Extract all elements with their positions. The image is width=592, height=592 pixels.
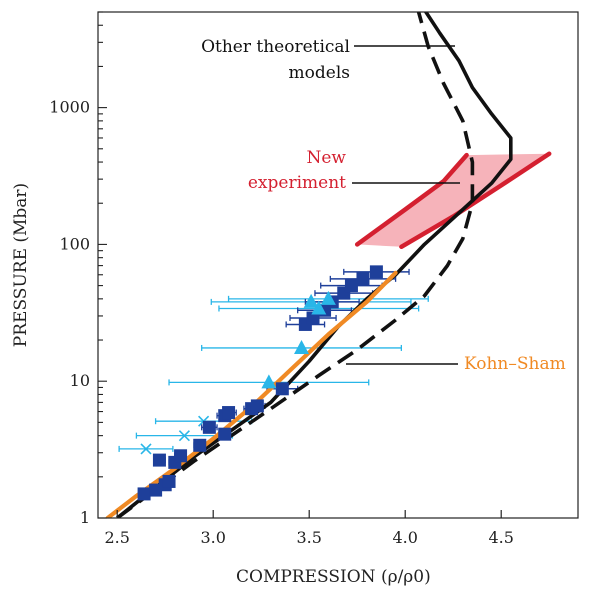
square-point <box>356 272 370 286</box>
square-point <box>152 453 166 467</box>
annotation-other-models-line1: Other theoretical <box>201 37 350 57</box>
x-axis-label: COMPRESSION (ρ/ρ0) <box>236 567 431 587</box>
square-point <box>344 279 358 293</box>
experiment-band-fill <box>357 153 550 247</box>
square-point <box>137 487 151 501</box>
x-tick-label: 4.0 <box>392 528 417 547</box>
kohn-sham-curve <box>105 270 398 518</box>
experiment-lower-bound <box>399 151 552 250</box>
square-point <box>369 265 383 279</box>
triangle-point <box>311 300 327 315</box>
annotation-kohn-sham: Kohn–Sham <box>464 354 566 374</box>
y-tick-label: 100 <box>59 234 90 253</box>
other-model-dashed-curve <box>116 12 475 518</box>
annotation-other-models-line2: models <box>289 63 350 83</box>
cross-point <box>140 443 152 455</box>
triangle-point <box>294 339 310 354</box>
other-model-solid-curve <box>116 12 513 518</box>
square-point <box>275 382 289 396</box>
y-axis-label: PRESSURE (Mbar) <box>11 183 31 347</box>
triangle-point <box>303 293 319 308</box>
y-tick-label: 10 <box>70 371 90 390</box>
square-point <box>218 427 232 441</box>
square-point <box>202 420 216 434</box>
x-tick-label: 2.5 <box>104 528 129 547</box>
annotation-new-experiment-line2: experiment <box>248 173 346 193</box>
y-tick-label: 1000 <box>49 98 90 117</box>
square-point <box>222 406 236 420</box>
triangle-point <box>320 290 336 305</box>
plot-frame <box>97 11 579 519</box>
x-tick-label: 3.5 <box>296 528 321 547</box>
cross-point <box>178 430 190 442</box>
plot-area <box>105 12 552 518</box>
square-point <box>306 311 320 325</box>
square-point <box>250 399 264 413</box>
axes: 2.5 3.0 3.5 4.0 4.5 1 10 100 1000 <box>49 11 514 547</box>
square-point <box>174 449 188 463</box>
square-point <box>162 474 176 488</box>
experiment-upper-bound <box>354 152 469 247</box>
x-tick-label: 3.0 <box>200 528 225 547</box>
square-point <box>193 438 207 452</box>
triangle-point <box>261 374 277 389</box>
y-tick-label: 1 <box>80 508 90 527</box>
annotation-new-experiment-line1: New <box>307 148 347 168</box>
x-tick-label: 4.5 <box>488 528 513 547</box>
